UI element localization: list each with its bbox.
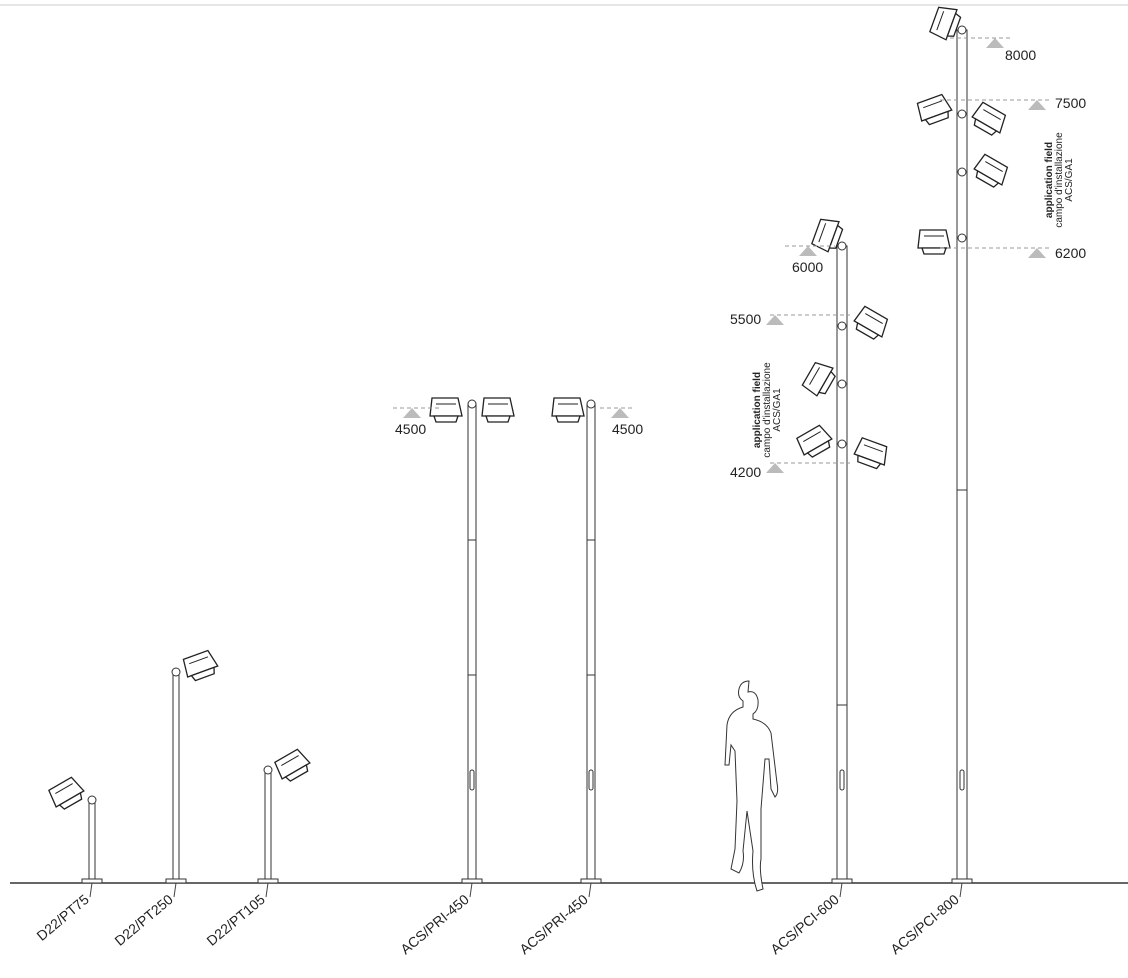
lamp xyxy=(917,229,951,255)
leader-line xyxy=(173,882,177,898)
pole-base xyxy=(165,878,187,884)
lamp-joint xyxy=(957,25,967,35)
height-label: 6200 xyxy=(1055,245,1086,261)
leader-line xyxy=(588,882,592,898)
pole-base xyxy=(831,878,853,884)
pole xyxy=(88,799,96,884)
lamp xyxy=(851,436,892,472)
pole-base xyxy=(580,878,602,884)
lamp xyxy=(850,304,892,343)
lamp-joint xyxy=(263,765,273,775)
lamp xyxy=(794,422,836,461)
pole-label: ACS/PCI-800 xyxy=(887,891,962,957)
lamp-joint xyxy=(837,439,847,449)
pole-label: ACS/PRI-450 xyxy=(397,891,472,957)
lamp-joint xyxy=(586,399,596,409)
pole-label: ACS/PRI-450 xyxy=(516,891,591,957)
pole-label: ACS/PCI-600 xyxy=(767,891,842,957)
lamp-joint xyxy=(467,399,477,409)
lamp xyxy=(481,397,515,423)
pole-base xyxy=(257,878,279,884)
note-line: application field xyxy=(752,372,763,448)
height-label: 7500 xyxy=(1055,95,1086,111)
pole-base xyxy=(951,878,973,884)
lamp-joint xyxy=(957,167,967,177)
lamp xyxy=(970,152,1012,191)
pole xyxy=(956,29,968,884)
lamp-joint xyxy=(957,233,967,243)
height-label: 6000 xyxy=(792,259,823,275)
note-line: ACS/GA1 xyxy=(772,388,783,432)
height-marker xyxy=(766,315,784,325)
pole-base xyxy=(81,878,103,884)
lamp-joint xyxy=(87,795,97,805)
pole xyxy=(172,671,180,884)
lamp-joint xyxy=(837,379,847,389)
pole xyxy=(586,403,596,884)
service-door xyxy=(959,769,965,791)
height-marker xyxy=(611,408,629,418)
lamp xyxy=(46,774,88,813)
person-silhouette xyxy=(724,680,779,892)
service-door xyxy=(839,769,845,791)
application-note: application fieldcampo d'installazioneAC… xyxy=(1044,132,1075,228)
pole-label: D22/PT75 xyxy=(33,891,92,944)
height-marker xyxy=(799,246,817,256)
lamp-joint xyxy=(837,241,847,251)
lamp-joint xyxy=(171,667,181,677)
note-line: campo d'installazione xyxy=(1054,132,1065,228)
height-marker xyxy=(986,38,1004,48)
note-line: campo d'installazione xyxy=(762,362,773,458)
lamp xyxy=(180,648,221,684)
leader-line xyxy=(839,882,843,898)
height-marker xyxy=(403,408,421,418)
leader-line xyxy=(959,882,963,898)
height-label: 5500 xyxy=(730,311,761,327)
lamp xyxy=(800,358,839,400)
height-label: 4500 xyxy=(612,421,643,437)
height-label: 8000 xyxy=(1005,47,1036,63)
leader-line xyxy=(89,882,93,898)
service-door xyxy=(469,769,475,791)
pole-label: D22/PT250 xyxy=(111,891,176,949)
lamp xyxy=(272,746,314,785)
lamp xyxy=(429,397,463,423)
note-line: application field xyxy=(1044,142,1055,218)
pole xyxy=(264,769,272,884)
lamp xyxy=(968,100,1010,139)
note-line: ACS/GA1 xyxy=(1064,158,1075,202)
service-door xyxy=(588,769,594,791)
height-marker xyxy=(1028,248,1046,258)
height-marker xyxy=(1028,100,1046,110)
lamp xyxy=(914,92,955,128)
lamp-joint xyxy=(957,109,967,119)
pole xyxy=(467,403,477,884)
lamp xyxy=(551,397,585,423)
pole-base xyxy=(461,878,483,884)
leader-line xyxy=(265,882,269,898)
height-marker xyxy=(766,463,784,473)
pole-label: D22/PT105 xyxy=(203,891,268,949)
lamp-joint xyxy=(837,321,847,331)
height-label: 4500 xyxy=(395,421,426,437)
height-label: 4200 xyxy=(730,464,761,480)
application-note: application fieldcampo d'installazioneAC… xyxy=(752,362,783,458)
leader-line xyxy=(469,882,473,898)
